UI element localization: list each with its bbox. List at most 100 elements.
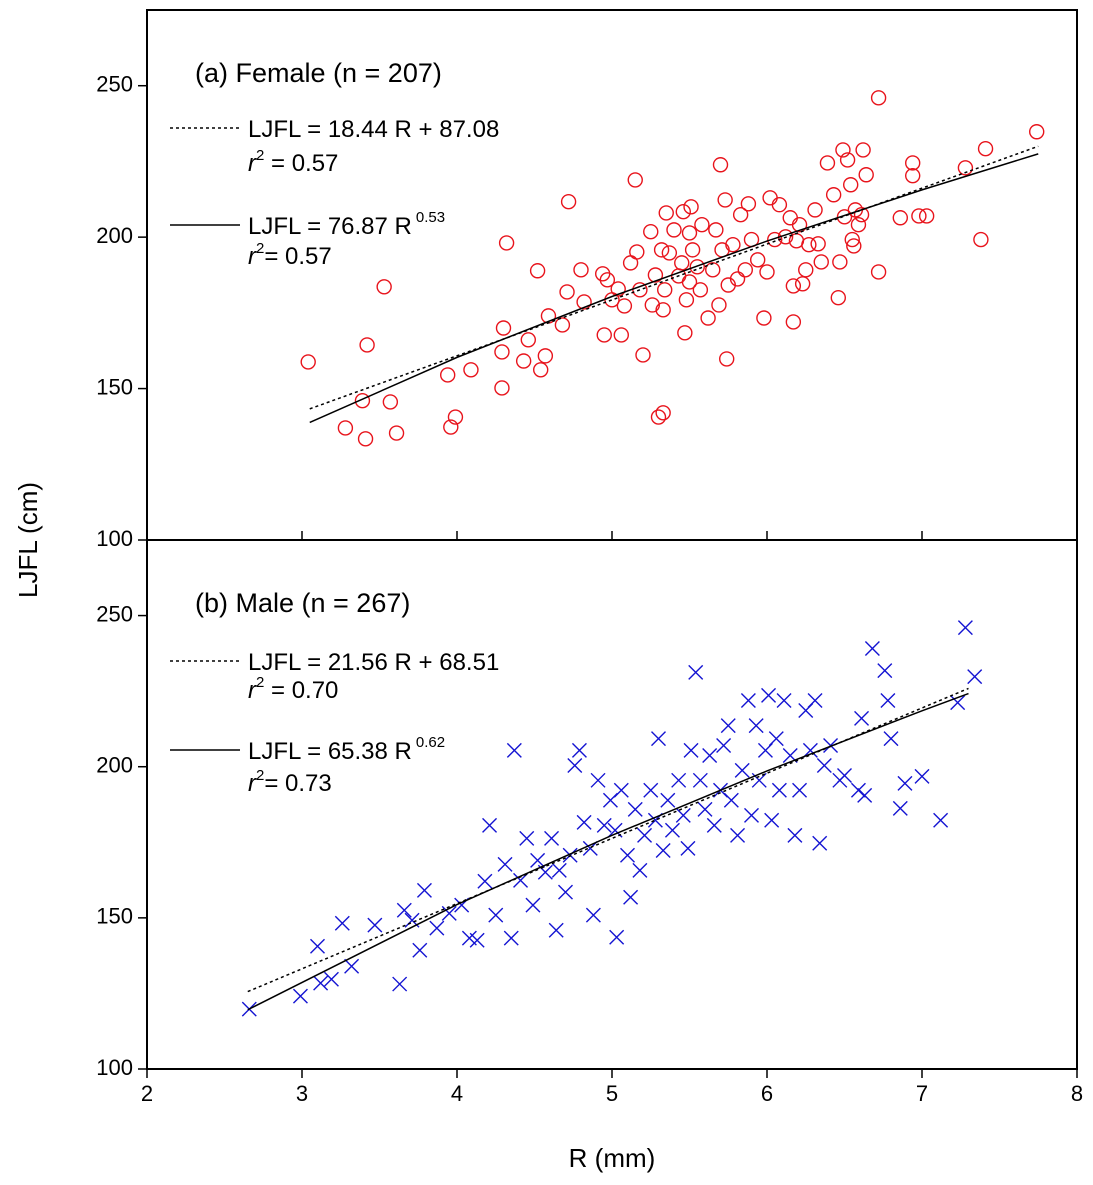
- point: [683, 742, 699, 758]
- point: [334, 915, 350, 931]
- point: [911, 208, 927, 224]
- point: [750, 252, 766, 268]
- r-squared: r2= 0.73: [248, 767, 332, 797]
- r-sup: 2: [256, 240, 264, 257]
- point: [655, 302, 671, 318]
- point: [497, 856, 513, 872]
- point: [762, 190, 778, 206]
- point: [801, 237, 817, 253]
- point: [359, 337, 375, 353]
- r-value: = 0.57: [264, 243, 331, 270]
- point: [857, 787, 873, 803]
- point: [957, 620, 973, 636]
- point: [675, 807, 691, 823]
- point: [616, 298, 633, 314]
- point: [671, 772, 687, 788]
- x-tick-label: 6: [761, 1081, 773, 1106]
- point: [292, 988, 308, 1004]
- point: [768, 731, 784, 747]
- point: [653, 242, 670, 258]
- point: [694, 217, 710, 233]
- point: [740, 693, 756, 709]
- point: [525, 897, 541, 913]
- point: [798, 262, 814, 278]
- x-tick-label: 7: [916, 1081, 928, 1106]
- point: [519, 830, 535, 846]
- r-symbol: r: [248, 150, 257, 177]
- point: [973, 231, 989, 248]
- point: [720, 718, 736, 734]
- point: [740, 196, 757, 212]
- points: [300, 90, 1045, 447]
- point: [864, 641, 880, 657]
- point: [705, 262, 721, 278]
- fit-line: [247, 687, 969, 993]
- point: [494, 380, 510, 396]
- point: [785, 278, 802, 294]
- point: [655, 842, 671, 858]
- point: [310, 938, 325, 954]
- point: [664, 822, 680, 838]
- point: [644, 297, 660, 313]
- point: [837, 767, 852, 783]
- point: [576, 294, 592, 310]
- y-tick-label: 200: [96, 223, 133, 248]
- point: [792, 782, 808, 798]
- point: [388, 425, 405, 441]
- point: [688, 664, 704, 680]
- y-tick-label: 200: [96, 753, 133, 778]
- point: [488, 907, 504, 923]
- point: [396, 902, 412, 918]
- equation-exponent: 0.62: [416, 734, 445, 751]
- point: [702, 748, 718, 764]
- point: [596, 817, 612, 833]
- point: [850, 782, 866, 798]
- point: [558, 884, 573, 900]
- point: [737, 262, 753, 278]
- point: [627, 172, 643, 188]
- point: [554, 317, 571, 333]
- point: [759, 264, 775, 280]
- point: [756, 310, 772, 326]
- point: [723, 792, 739, 808]
- point: [802, 742, 818, 758]
- point: [354, 392, 371, 409]
- equation: LJFL = 65.38 R 0.62: [248, 734, 445, 765]
- point: [813, 254, 829, 270]
- point: [858, 167, 874, 183]
- point: [440, 367, 456, 383]
- point: [810, 236, 826, 252]
- point: [567, 758, 583, 773]
- r-symbol: r: [248, 770, 257, 797]
- point: [677, 325, 693, 341]
- point: [344, 958, 360, 974]
- point: [776, 693, 792, 709]
- point: [300, 354, 316, 370]
- point: [447, 409, 464, 425]
- point: [609, 929, 625, 945]
- x-tick-label: 3: [296, 1081, 308, 1106]
- point: [560, 194, 577, 210]
- point: [785, 314, 802, 330]
- point: [655, 405, 671, 421]
- point: [716, 738, 732, 754]
- point: [870, 264, 887, 280]
- point: [684, 242, 701, 258]
- point: [712, 157, 729, 173]
- point: [559, 284, 575, 300]
- point: [977, 141, 994, 157]
- point: [870, 90, 887, 106]
- point: [918, 208, 935, 224]
- point: [957, 160, 974, 176]
- point: [700, 310, 716, 326]
- y-tick-label: 250: [96, 72, 133, 97]
- y-tick-label: 100: [96, 526, 133, 551]
- point: [678, 292, 695, 308]
- point: [832, 254, 848, 270]
- point: [877, 663, 893, 679]
- point: [967, 669, 983, 685]
- point: [585, 907, 601, 923]
- point: [661, 245, 678, 261]
- fit-line: [247, 692, 969, 1011]
